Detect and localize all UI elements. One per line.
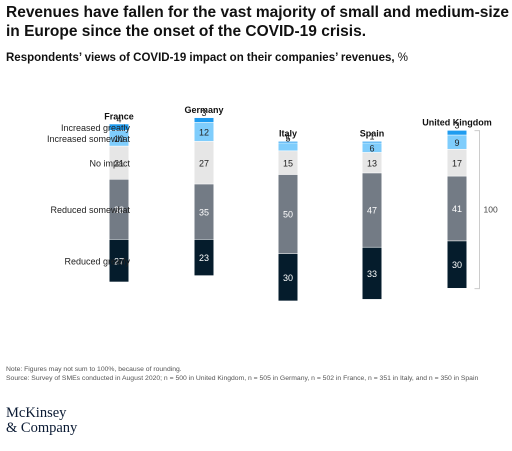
series-label-no-impact: No impact: [89, 158, 130, 168]
source-text: Source: Survey of SMEs conducted in Augu…: [6, 374, 479, 382]
data-label-italy-increased-greatly: 1: [285, 132, 290, 142]
bar-segment-italy-increased-somewhat: [278, 143, 298, 151]
series-label-increased-greatly: Increased greatly: [61, 123, 131, 133]
subtitle-unit: %: [397, 52, 408, 64]
bar-segment-spain-reduced-greatly: [362, 247, 382, 300]
chart-title: Revenues have fallen for the vast majori…: [6, 3, 512, 41]
total-bracket: [474, 130, 480, 290]
logo-line-2: & Company: [6, 420, 78, 436]
data-label-united-kingdom-increased-greatly: 3: [454, 121, 459, 131]
data-label-france-increased-greatly: 4: [116, 114, 121, 124]
bar-segment-france-no-impact: [109, 146, 129, 179]
total-label: 100: [484, 205, 498, 215]
data-label-spain-reduced-greatly: 33: [367, 269, 377, 279]
data-label-france-reduced-greatly: 27: [114, 256, 124, 266]
bar-segment-spain-increased-somewhat: [362, 143, 382, 153]
data-label-united-kingdom-no-impact: 17: [452, 158, 462, 168]
bar-segment-spain-reduced-somewhat: [362, 173, 382, 247]
data-label-united-kingdom-increased-somewhat: 9: [454, 138, 459, 148]
data-label-italy-no-impact: 15: [283, 158, 293, 168]
mckinsey-logo: McKinsey & Company: [6, 406, 77, 436]
bar-segment-spain-increased-greatly: [362, 141, 382, 143]
bar-segment-italy-reduced-greatly: [278, 253, 298, 301]
data-label-france-increased-somewhat: 10: [114, 134, 124, 144]
bar-segment-italy-no-impact: [278, 151, 298, 175]
bar-segment-france-reduced-greatly: [109, 239, 129, 282]
chart-subtitle: Respondents’ views of COVID-19 impact on…: [6, 52, 408, 64]
data-label-spain-reduced-somewhat: 47: [367, 206, 377, 216]
bar-segment-germany-increased-somewhat: [194, 122, 214, 142]
category-label-spain: Spain: [360, 129, 385, 139]
data-label-france-reduced-somewhat: 38: [114, 205, 124, 215]
bar-segment-france-increased-greatly: [109, 124, 129, 131]
title-line-1: Revenues have fallen for the vast majori…: [6, 4, 512, 21]
title-line-2: in Europe since the onset of the COVID-1…: [6, 23, 367, 40]
bar-segment-germany-increased-greatly: [194, 117, 214, 123]
bar-segment-united-kingdom-increased-somewhat: [447, 135, 467, 149]
bar-segment-united-kingdom-increased-greatly: [447, 130, 467, 135]
series-label-increased-somewhat: Increased somewhat: [47, 134, 131, 144]
data-label-spain-increased-greatly: 1: [369, 132, 374, 142]
bar-segment-germany-reduced-somewhat: [194, 184, 214, 240]
category-label-united-kingdom: United Kingdom: [422, 118, 492, 128]
data-label-spain-no-impact: 13: [367, 158, 377, 168]
bar-segment-spain-no-impact: [362, 152, 382, 173]
note-text: Note: Figures may not sum to 100%, becau…: [6, 366, 182, 373]
data-label-germany-reduced-somewhat: 35: [199, 207, 209, 217]
bar-segment-united-kingdom-reduced-somewhat: [447, 176, 467, 241]
bar-segment-germany-no-impact: [194, 141, 214, 184]
category-label-france: France: [104, 111, 134, 121]
data-label-italy-increased-somewhat: 5: [285, 133, 290, 143]
data-label-france-no-impact: 21: [114, 158, 124, 168]
bar-segment-france-reduced-somewhat: [109, 179, 129, 240]
category-label-germany: Germany: [184, 105, 223, 115]
bar-segment-italy-reduced-somewhat: [278, 174, 298, 254]
data-label-germany-no-impact: 27: [199, 158, 209, 168]
footnote: Note: Figures may not sum to 100%, becau…: [6, 366, 478, 383]
bar-segment-germany-reduced-greatly: [194, 239, 214, 276]
category-label-italy: Italy: [279, 129, 297, 139]
data-label-united-kingdom-reduced-somewhat: 41: [452, 204, 462, 214]
bar-segment-italy-increased-greatly: [278, 141, 298, 143]
bar-segment-united-kingdom-reduced-greatly: [447, 241, 467, 289]
bar-segment-united-kingdom-no-impact: [447, 149, 467, 176]
data-label-spain-increased-somewhat: 6: [369, 143, 374, 153]
data-label-germany-reduced-greatly: 23: [199, 253, 209, 263]
data-label-germany-increased-greatly: 3: [201, 108, 206, 118]
bar-segment-france-increased-somewhat: [109, 130, 129, 146]
series-label-reduced-somewhat: Reduced somewhat: [50, 205, 130, 215]
data-label-germany-increased-somewhat: 12: [199, 127, 209, 137]
series-label-reduced-greatly: Reduced greatly: [64, 256, 130, 266]
data-label-italy-reduced-somewhat: 50: [283, 210, 293, 220]
subtitle-text: Respondents’ views of COVID-19 impact on…: [6, 52, 395, 64]
data-label-united-kingdom-reduced-greatly: 30: [452, 260, 462, 270]
logo-line-1: McKinsey: [6, 405, 67, 421]
data-label-italy-reduced-greatly: 30: [283, 273, 293, 283]
